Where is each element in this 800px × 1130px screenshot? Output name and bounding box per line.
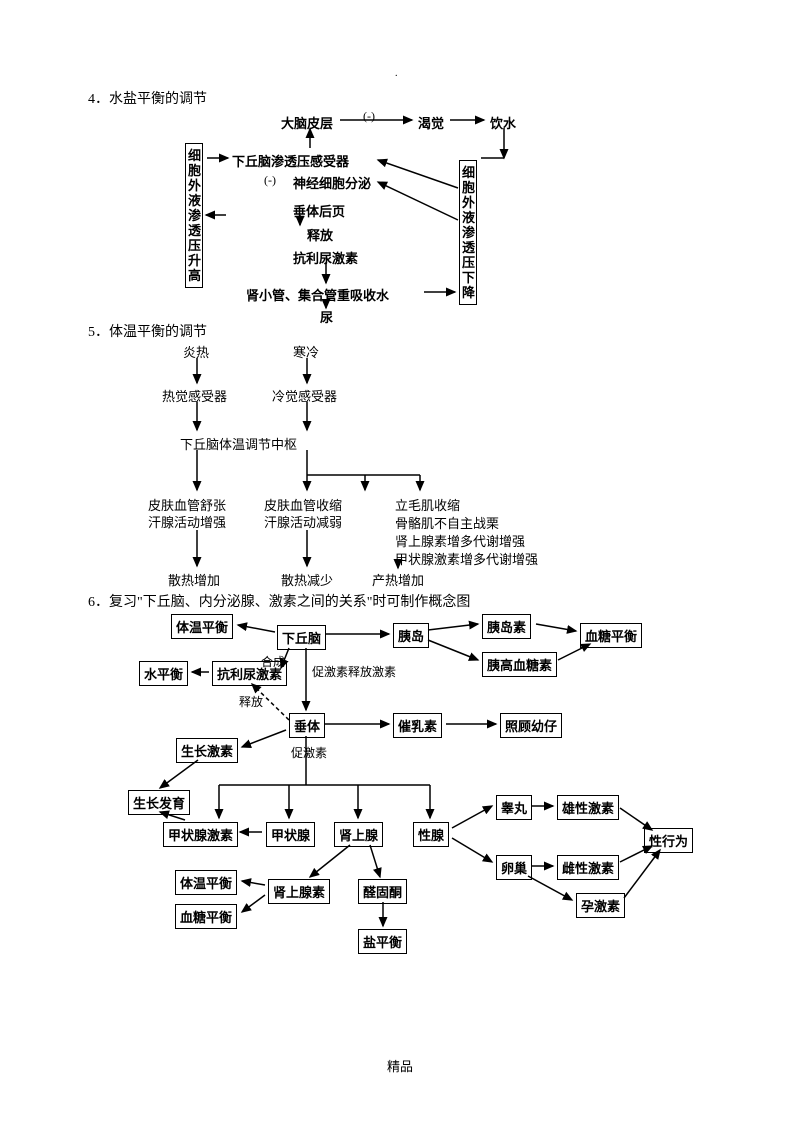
s6-growth: 生长发育 bbox=[128, 790, 190, 815]
s6-care-young: 照顾幼仔 bbox=[500, 713, 562, 738]
s6-gonad: 性腺 bbox=[413, 822, 449, 847]
s4-vleft-box: 细胞外液渗透压升高 bbox=[185, 143, 203, 288]
s6-hypothalamus: 下丘脑 bbox=[277, 625, 326, 650]
s6-ovary: 卵巢 bbox=[496, 855, 532, 880]
s4-thirst: 渴觉 bbox=[418, 113, 444, 132]
s6-thyroxine: 甲状腺激素 bbox=[163, 822, 238, 847]
s5-hot: 炎热 bbox=[183, 342, 209, 361]
s6-gh: 生长激素 bbox=[176, 738, 238, 763]
s6-insulin: 胰岛素 bbox=[482, 614, 531, 639]
s5-heat-loss-inc: 散热增加 bbox=[168, 570, 220, 589]
s4-nerve-secrete: 神经细胞分泌 bbox=[293, 173, 371, 192]
s5-shiver: 骨骼肌不自主战栗 bbox=[395, 513, 499, 532]
s4-minus2: (-) bbox=[264, 173, 276, 188]
s5-hot-receptor: 热觉感受器 bbox=[162, 386, 227, 405]
s6-testis: 睾丸 bbox=[496, 795, 532, 820]
s4-brain-cortex: 大脑皮层 bbox=[281, 113, 333, 132]
s5-sweat-inc: 汗腺活动增强 bbox=[148, 512, 226, 531]
page-dot: . bbox=[395, 68, 398, 79]
s6-tropic-hormone-label: 促激素 bbox=[291, 744, 327, 761]
s4-hypothalamus-osm: 下丘脑渗透压感受器 bbox=[232, 151, 349, 170]
s5-heat-loss-dec: 散热减少 bbox=[281, 570, 333, 589]
s4-pituitary-posterior: 垂体后页 bbox=[293, 201, 345, 220]
s6-aldosterone: 醛固酮 bbox=[358, 879, 407, 904]
s6-temp-balance2: 体温平衡 bbox=[175, 870, 237, 895]
s6-release-label: 释放 bbox=[239, 693, 263, 710]
s4-adh: 抗利尿激素 bbox=[293, 248, 358, 267]
s5-cold-receptor: 冷觉感受器 bbox=[272, 386, 337, 405]
s6-thyroid: 甲状腺 bbox=[266, 822, 315, 847]
section6-heading: 6．复习"下丘脑、内分泌腺、激素之间的关系"时可制作概念图 bbox=[88, 591, 470, 611]
s6-blood-sugar2: 血糖平衡 bbox=[175, 904, 237, 929]
s6-pituitary: 垂体 bbox=[289, 713, 325, 738]
s6-synthesis-label: 合成 bbox=[261, 653, 285, 670]
s5-piloerection: 立毛肌收缩 bbox=[395, 495, 460, 514]
s6-progestin: 孕激素 bbox=[576, 893, 625, 918]
s6-blood-sugar: 血糖平衡 bbox=[580, 623, 642, 648]
section5-heading: 5．体温平衡的调节 bbox=[88, 321, 207, 341]
s4-minus1: (-) bbox=[363, 109, 375, 124]
s5-sweat-dec: 汗腺活动减弱 bbox=[264, 512, 342, 531]
s4-drink: 饮水 bbox=[490, 113, 516, 132]
s6-prolactin: 催乳素 bbox=[393, 713, 442, 738]
s5-cold: 寒冷 bbox=[293, 342, 319, 361]
s6-temp-balance: 体温平衡 bbox=[171, 614, 233, 639]
footer-text: 精品 bbox=[0, 1056, 800, 1075]
page-root: { "page": { "dot": ".", "footer": "精品", … bbox=[0, 0, 800, 1130]
s6-sex-behavior: 性行为 bbox=[644, 828, 693, 853]
s5-adrenaline-inc: 肾上腺素增多代谢增强 bbox=[395, 531, 525, 550]
s5-thyroxine-inc: 甲状腺激素增多代谢增强 bbox=[395, 549, 538, 568]
s6-glucagon: 胰高血糖素 bbox=[482, 652, 557, 677]
s4-vright-box: 细胞外液渗透压下降 bbox=[459, 160, 477, 305]
s6-islet: 胰岛 bbox=[393, 623, 429, 648]
s4-release: 释放 bbox=[307, 225, 333, 244]
s5-heat-prod-inc: 产热增加 bbox=[372, 570, 424, 589]
s6-salt-balance: 盐平衡 bbox=[358, 929, 407, 954]
s6-estrogen: 雌性激素 bbox=[557, 855, 619, 880]
s6-adrenaline: 肾上腺素 bbox=[268, 879, 330, 904]
s6-water-balance: 水平衡 bbox=[139, 661, 188, 686]
s4-urine: 尿 bbox=[320, 307, 333, 326]
s6-releasing-hormone-label: 促激素释放激素 bbox=[312, 663, 396, 680]
s6-androgen: 雄性激素 bbox=[557, 795, 619, 820]
s5-hypothalamus-temp: 下丘脑体温调节中枢 bbox=[180, 434, 297, 453]
s6-adrenal: 肾上腺 bbox=[334, 822, 383, 847]
section4-heading: 4．水盐平衡的调节 bbox=[88, 88, 207, 108]
s4-renal-reabsorb: 肾小管、集合管重吸收水 bbox=[246, 285, 389, 304]
